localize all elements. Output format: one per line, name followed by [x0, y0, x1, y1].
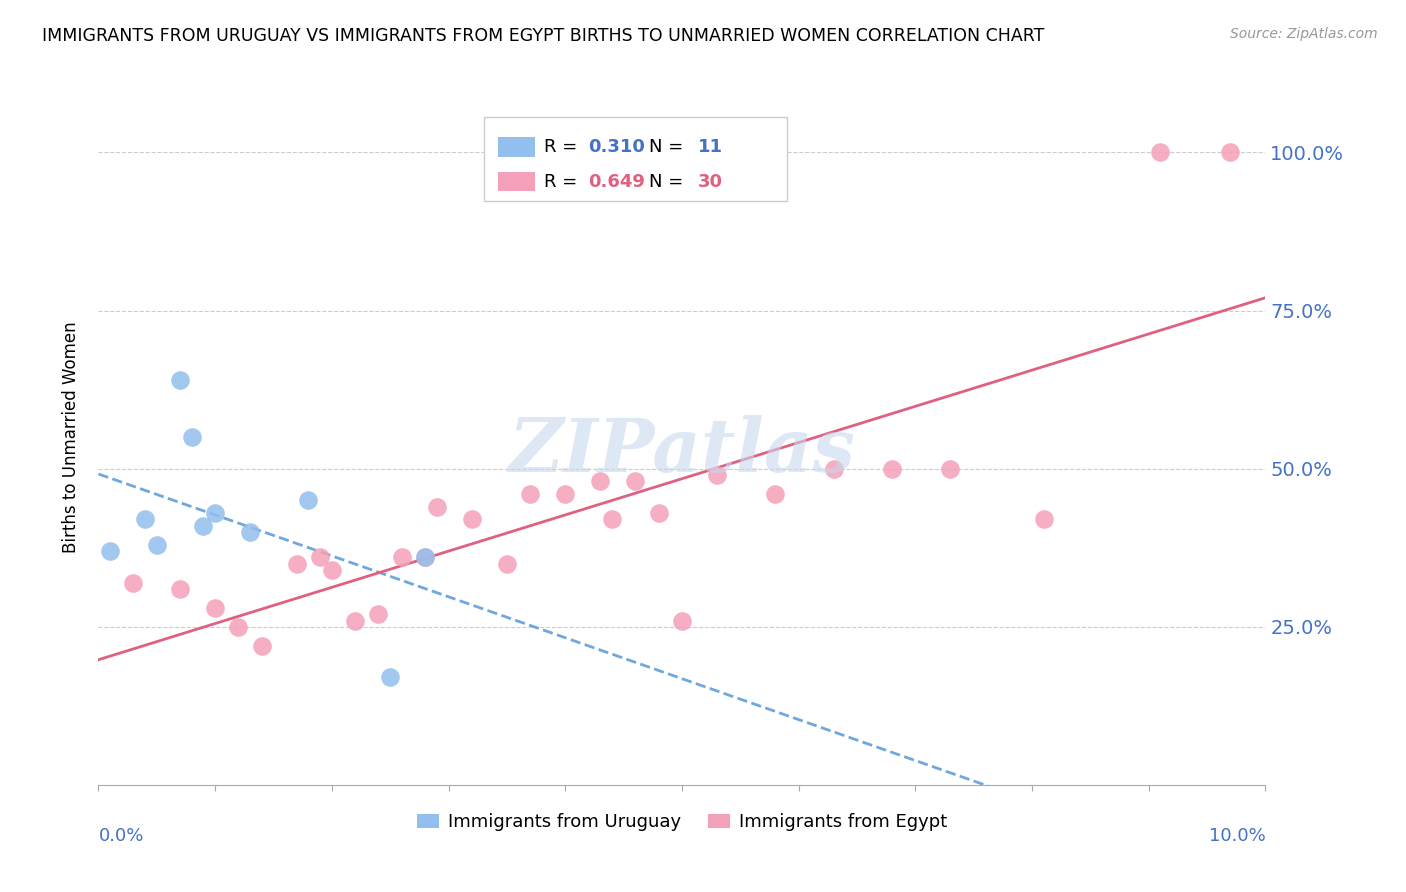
Point	[1149, 145, 1171, 160]
Text: 10.0%: 10.0%	[1209, 827, 1265, 845]
Text: ZIPatlas: ZIPatlas	[509, 415, 855, 487]
Bar	[498, 172, 534, 192]
Point	[426, 500, 449, 514]
Point	[624, 475, 647, 489]
Point	[239, 524, 262, 539]
Bar	[484, 117, 787, 201]
Point	[180, 430, 202, 444]
Point	[706, 468, 728, 483]
Text: 0.0%: 0.0%	[98, 827, 143, 845]
Point	[519, 487, 541, 501]
Point	[250, 639, 273, 653]
Point	[344, 614, 367, 628]
Y-axis label: Births to Unmarried Women: Births to Unmarried Women	[62, 321, 80, 553]
Point	[228, 620, 250, 634]
Text: N =: N =	[650, 173, 689, 191]
Point	[134, 512, 156, 526]
Point	[146, 538, 169, 552]
Bar	[498, 137, 534, 157]
Point	[461, 512, 484, 526]
Text: 30: 30	[699, 173, 723, 191]
Point	[391, 550, 413, 565]
Point	[122, 575, 145, 590]
Point	[647, 506, 669, 520]
Point	[1219, 145, 1241, 160]
Text: 0.649: 0.649	[589, 173, 645, 191]
Point	[204, 506, 226, 520]
Point	[367, 607, 389, 622]
Point	[380, 670, 402, 684]
Point	[880, 461, 903, 475]
Point	[297, 493, 319, 508]
Point	[671, 614, 693, 628]
Text: R =: R =	[544, 138, 583, 156]
Text: Source: ZipAtlas.com: Source: ZipAtlas.com	[1230, 27, 1378, 41]
Point	[823, 461, 845, 475]
Point	[589, 475, 612, 489]
Text: IMMIGRANTS FROM URUGUAY VS IMMIGRANTS FROM EGYPT BIRTHS TO UNMARRIED WOMEN CORRE: IMMIGRANTS FROM URUGUAY VS IMMIGRANTS FR…	[42, 27, 1045, 45]
Point	[285, 557, 308, 571]
Point	[1032, 512, 1054, 526]
Point	[98, 544, 121, 558]
Point	[321, 563, 343, 577]
Point	[204, 600, 226, 615]
Point	[763, 487, 786, 501]
Text: R =: R =	[544, 173, 583, 191]
Point	[169, 582, 191, 596]
Point	[939, 461, 962, 475]
Point	[193, 518, 215, 533]
Point	[413, 550, 436, 565]
Point	[554, 487, 576, 501]
Point	[309, 550, 332, 565]
Text: 0.310: 0.310	[589, 138, 645, 156]
Text: N =: N =	[650, 138, 689, 156]
Legend: Immigrants from Uruguay, Immigrants from Egypt: Immigrants from Uruguay, Immigrants from…	[409, 806, 955, 838]
Point	[600, 512, 623, 526]
Text: 11: 11	[699, 138, 723, 156]
Point	[496, 557, 519, 571]
Point	[169, 373, 191, 387]
Point	[413, 550, 436, 565]
